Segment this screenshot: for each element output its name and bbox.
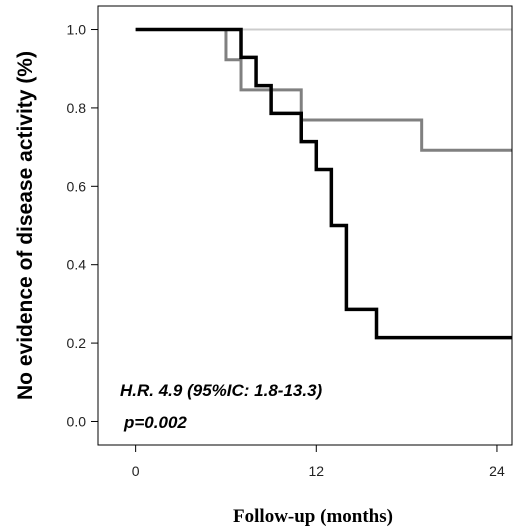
y-tick-label: 0.0 xyxy=(67,413,87,429)
x-axis-label: Follow-up (months) xyxy=(233,506,393,527)
y-tick-label: 0.8 xyxy=(67,100,87,116)
y-tick-label: 0.4 xyxy=(67,257,87,273)
y-axis-label: No evidence of disease activity (%) xyxy=(14,51,37,400)
x-tick-label: 24 xyxy=(489,463,505,479)
x-tick-label: 12 xyxy=(309,463,325,479)
y-axis: 0.0 0.2 0.4 0.6 0.8 1.0 xyxy=(67,22,98,429)
x-axis: 0 12 24 xyxy=(132,445,505,479)
x-tick-label: 0 xyxy=(132,463,140,479)
series-line-1 xyxy=(135,28,512,152)
hazard-ratio-annotation: H.R. 4.9 (95%IC: 1.8-13.3) xyxy=(120,381,323,400)
y-tick-label: 1.0 xyxy=(67,22,87,38)
y-tick-label: 0.6 xyxy=(67,178,87,194)
series-layer xyxy=(135,27,512,340)
series-line-2 xyxy=(135,27,512,340)
y-tick-label: 0.2 xyxy=(67,335,87,351)
p-value-annotation: p=0.002 xyxy=(123,413,187,432)
plot-frame xyxy=(97,5,513,446)
